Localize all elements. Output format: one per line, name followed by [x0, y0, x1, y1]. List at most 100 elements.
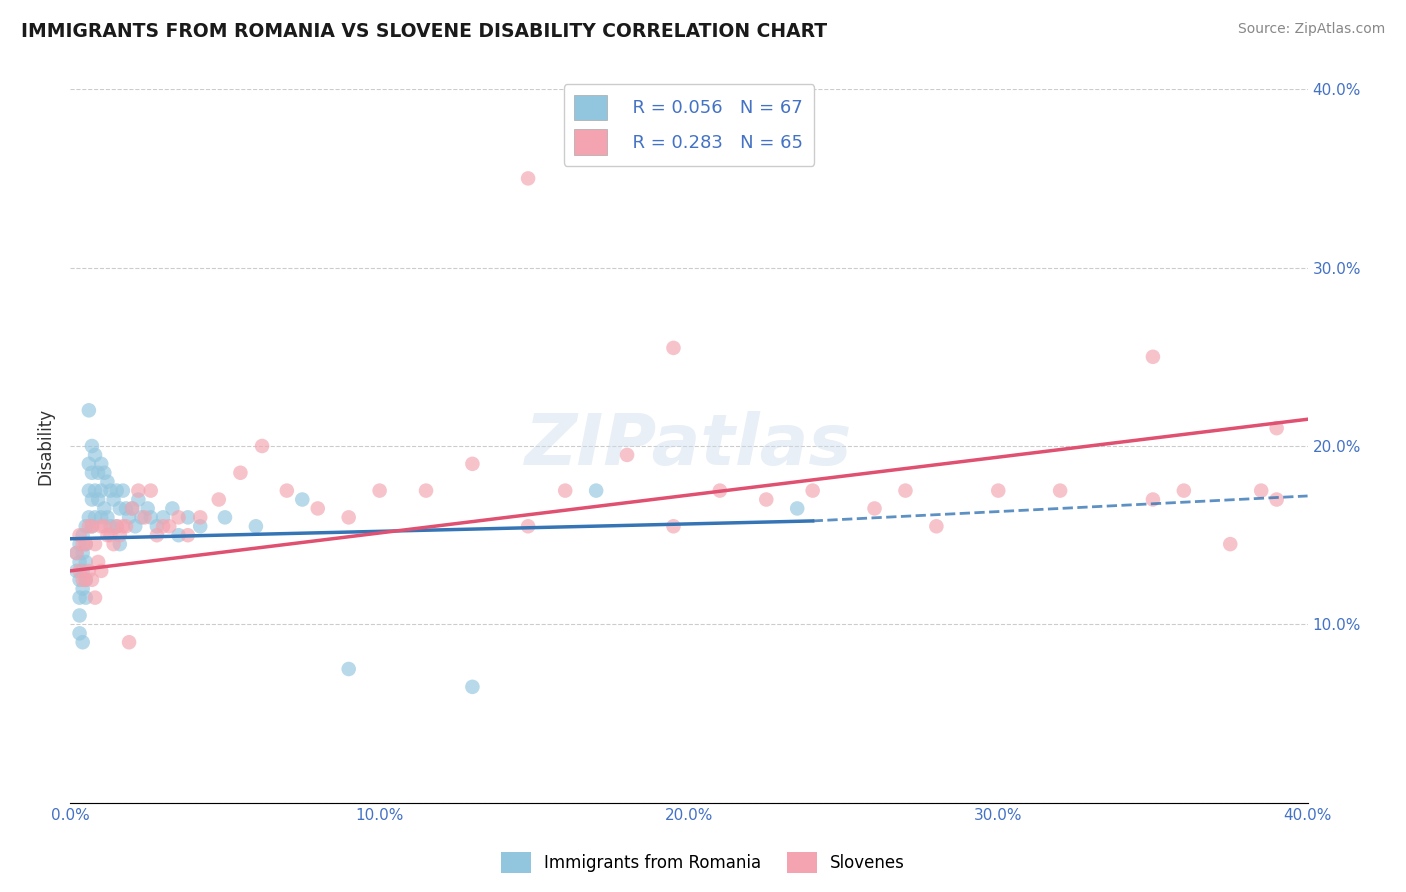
- Point: [96, 510, 118, 524]
- Point: [177, 528, 200, 542]
- Point: [69, 555, 91, 569]
- Point: [80, 439, 103, 453]
- Point: [127, 492, 149, 507]
- Point: [90, 510, 112, 524]
- Legend:   R = 0.056   N = 67,   R = 0.283   N = 65: R = 0.056 N = 67, R = 0.283 N = 65: [564, 84, 814, 166]
- Point: [87, 492, 110, 507]
- Point: [136, 501, 159, 516]
- Point: [93, 501, 115, 516]
- Point: [84, 448, 107, 462]
- Point: [65, 546, 87, 560]
- Point: [84, 591, 107, 605]
- Point: [80, 573, 103, 587]
- Point: [786, 501, 808, 516]
- Point: [84, 510, 107, 524]
- Point: [118, 510, 141, 524]
- Point: [124, 519, 146, 533]
- Point: [121, 501, 143, 516]
- Point: [554, 483, 576, 498]
- Point: [167, 510, 190, 524]
- Point: [105, 519, 128, 533]
- Point: [96, 528, 118, 542]
- Point: [77, 564, 100, 578]
- Point: [69, 608, 91, 623]
- Point: [72, 528, 94, 542]
- Point: [72, 635, 94, 649]
- Point: [111, 483, 134, 498]
- Point: [115, 501, 138, 516]
- Point: [152, 519, 174, 533]
- Point: [229, 466, 252, 480]
- Point: [75, 573, 97, 587]
- Point: [517, 171, 540, 186]
- Point: [461, 457, 484, 471]
- Point: [105, 519, 128, 533]
- Point: [72, 573, 94, 587]
- Point: [863, 501, 886, 516]
- Point: [77, 457, 100, 471]
- Point: [276, 483, 298, 498]
- Point: [87, 555, 110, 569]
- Point: [925, 519, 948, 533]
- Point: [75, 573, 97, 587]
- Point: [368, 483, 391, 498]
- Point: [337, 510, 360, 524]
- Point: [214, 510, 236, 524]
- Point: [69, 537, 91, 551]
- Point: [69, 528, 91, 542]
- Point: [77, 403, 100, 417]
- Point: [121, 501, 143, 516]
- Point: [188, 510, 211, 524]
- Point: [108, 537, 131, 551]
- Text: Source: ZipAtlas.com: Source: ZipAtlas.com: [1237, 22, 1385, 37]
- Point: [139, 483, 162, 498]
- Point: [80, 519, 103, 533]
- Point: [146, 519, 169, 533]
- Point: [291, 492, 314, 507]
- Point: [987, 483, 1010, 498]
- Point: [115, 519, 138, 533]
- Point: [131, 510, 153, 524]
- Point: [84, 483, 107, 498]
- Point: [103, 492, 125, 507]
- Point: [75, 537, 97, 551]
- Point: [105, 483, 128, 498]
- Point: [93, 519, 115, 533]
- Point: [585, 483, 607, 498]
- Point: [517, 519, 540, 533]
- Text: IMMIGRANTS FROM ROMANIA VS SLOVENE DISABILITY CORRELATION CHART: IMMIGRANTS FROM ROMANIA VS SLOVENE DISAB…: [21, 22, 827, 41]
- Point: [72, 537, 94, 551]
- Point: [80, 492, 103, 507]
- Point: [100, 483, 122, 498]
- Point: [69, 591, 91, 605]
- Point: [461, 680, 484, 694]
- Point: [77, 510, 100, 524]
- Point: [87, 466, 110, 480]
- Point: [69, 626, 91, 640]
- Point: [69, 573, 91, 587]
- Point: [152, 510, 174, 524]
- Point: [75, 555, 97, 569]
- Point: [146, 528, 169, 542]
- Legend: Immigrants from Romania, Slovenes: Immigrants from Romania, Slovenes: [495, 846, 911, 880]
- Point: [80, 519, 103, 533]
- Point: [709, 483, 731, 498]
- Point: [1265, 421, 1288, 435]
- Point: [157, 519, 180, 533]
- Point: [111, 519, 134, 533]
- Point: [662, 519, 685, 533]
- Point: [72, 582, 94, 596]
- Point: [93, 466, 115, 480]
- Point: [1219, 537, 1241, 551]
- Point: [167, 528, 190, 542]
- Point: [755, 492, 778, 507]
- Point: [72, 546, 94, 560]
- Point: [72, 564, 94, 578]
- Point: [162, 501, 184, 516]
- Point: [108, 501, 131, 516]
- Point: [250, 439, 273, 453]
- Point: [337, 662, 360, 676]
- Point: [801, 483, 824, 498]
- Point: [245, 519, 267, 533]
- Point: [90, 564, 112, 578]
